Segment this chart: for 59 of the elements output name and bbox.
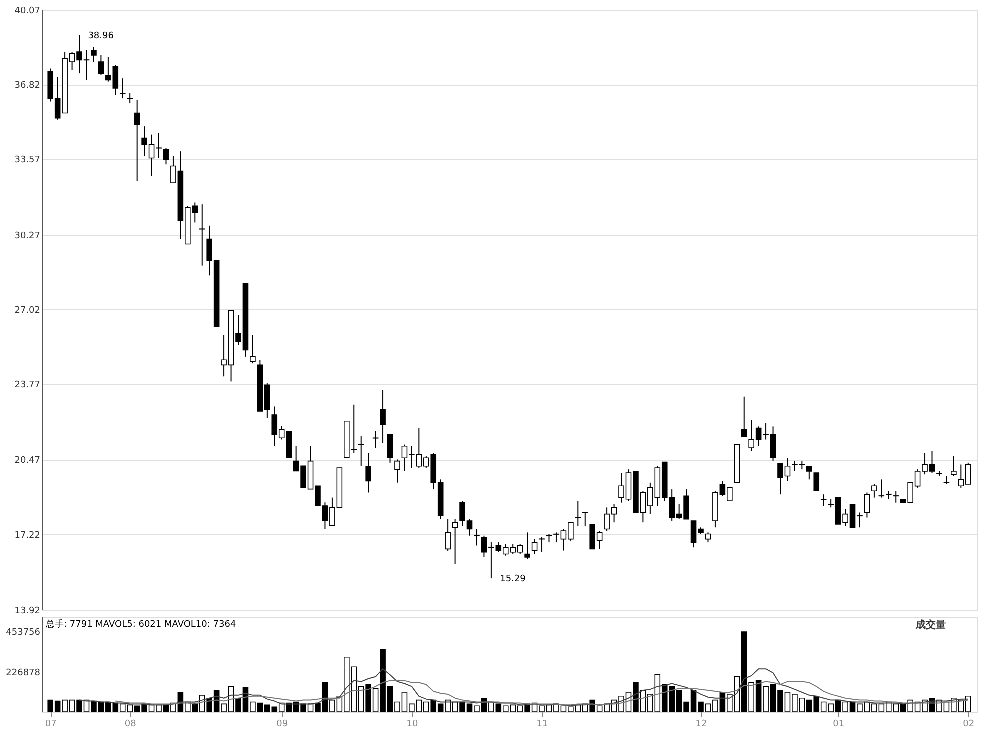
candlestick xyxy=(814,472,820,492)
candlestick xyxy=(163,148,170,166)
candlestick xyxy=(127,93,134,104)
candlestick xyxy=(532,538,538,555)
candlestick xyxy=(944,476,950,485)
candlestick xyxy=(872,484,878,498)
x-tick-label: 11 xyxy=(536,720,548,730)
candlestick xyxy=(134,100,140,182)
candlestick xyxy=(387,434,394,464)
y-tick-label: 27.02 xyxy=(14,306,40,316)
candlestick xyxy=(380,390,386,444)
y-tick-label: 23.77 xyxy=(14,380,40,390)
x-tick-label: 10 xyxy=(406,720,418,730)
x-tick-label: 09 xyxy=(276,720,288,730)
y-tick-label: 453756 xyxy=(6,628,41,638)
y-tick-label: 226878 xyxy=(6,668,41,678)
candlestick xyxy=(250,334,256,364)
y-tick-label: 33.57 xyxy=(14,156,40,166)
candlestick xyxy=(445,518,451,552)
candlestick xyxy=(199,204,206,266)
candlestick xyxy=(452,518,458,565)
annotation: 15.29 xyxy=(500,574,526,585)
candlestick xyxy=(539,536,545,553)
candlestick xyxy=(582,512,588,527)
candlestick xyxy=(820,494,827,507)
candlestick xyxy=(474,528,480,546)
candlestick xyxy=(878,479,885,498)
candlestick xyxy=(358,436,364,467)
candlestick xyxy=(98,54,104,76)
x-tick-label: 12 xyxy=(696,720,708,730)
line-series xyxy=(79,668,969,707)
candlestick xyxy=(806,466,812,480)
candlestick xyxy=(741,396,748,438)
candlestick xyxy=(886,490,892,500)
candlestick xyxy=(575,500,582,527)
y-tick-label: 20.47 xyxy=(14,456,40,466)
y-tick-label: 30.27 xyxy=(14,231,40,242)
annotation: 成交量 xyxy=(915,619,946,631)
y-tick-label: 36.82 xyxy=(14,81,40,92)
candlestick xyxy=(705,532,712,544)
y-tick-label: 17.22 xyxy=(14,530,40,541)
candlestick xyxy=(524,532,530,560)
candlestick xyxy=(120,78,126,100)
x-tick-label: 08 xyxy=(124,720,137,730)
annotation: 总手: 7791 MAVOL5: 6021 MAVOL10: 7364 xyxy=(45,619,236,630)
y-tick-label: 13.92 xyxy=(14,606,40,616)
annotation: 38.96 xyxy=(88,31,114,42)
candlestick xyxy=(864,492,870,518)
x-tick-label: 02 xyxy=(963,720,975,730)
x-tick-label: 01 xyxy=(833,720,845,730)
line-series xyxy=(115,680,969,706)
candlestick xyxy=(366,452,372,494)
candlestick xyxy=(951,456,957,477)
candlestick xyxy=(91,46,97,63)
candlestick xyxy=(893,490,900,504)
candlestick xyxy=(372,430,379,449)
x-tick-label: 07 xyxy=(45,720,57,730)
candlestick xyxy=(394,459,400,484)
y-tick-label: 40.07 xyxy=(14,6,40,16)
